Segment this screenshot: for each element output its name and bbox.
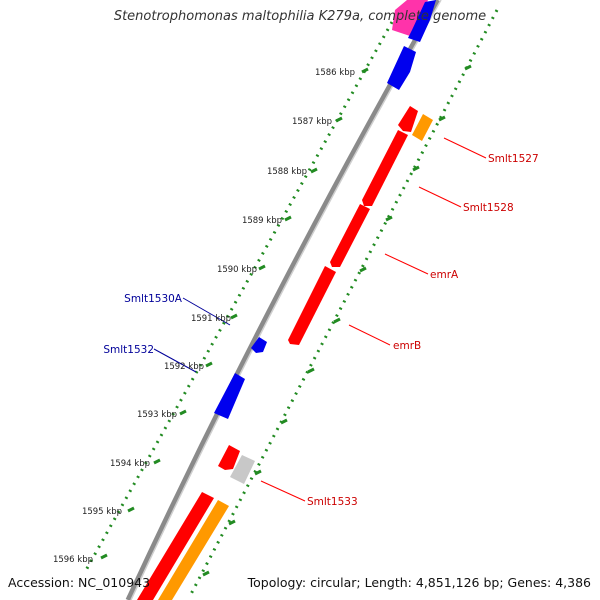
gene-label-emrB[interactable]: emrB	[393, 340, 421, 352]
gene-label-emrA[interactable]: emrA	[430, 269, 459, 281]
tick-label: 1595 kbp	[82, 507, 122, 517]
tick-label: 1589 kbp	[242, 216, 282, 226]
gene-smlt1528[interactable]	[362, 130, 408, 206]
gene-emrA[interactable]	[330, 204, 370, 267]
tick-label: 1596 kbp	[53, 555, 93, 565]
blue-leader-lines	[153, 297, 231, 373]
gene-orange-1587[interactable]	[412, 114, 433, 141]
tick-label: 1592 kbp	[164, 362, 204, 372]
gene-smlt1530A[interactable]	[251, 337, 267, 353]
gene-smlt1532[interactable]	[214, 373, 245, 419]
gene-label-smlt1532[interactable]: Smlt1532	[103, 344, 154, 356]
kbp-tick-marks	[100, 67, 369, 560]
gene-label-smlt1528[interactable]: Smlt1528	[463, 202, 514, 214]
tick-label: 1594 kbp	[110, 459, 150, 469]
gene-smlt1533[interactable]	[230, 455, 255, 484]
tick-label: 1586 kbp	[315, 68, 355, 78]
gene-emrB[interactable]	[288, 266, 336, 345]
tick-label: 1593 kbp	[137, 410, 177, 420]
gene-label-smlt1533[interactable]: Smlt1533	[307, 496, 358, 508]
gene-label-smlt1530A[interactable]: Smlt1530A	[124, 293, 183, 305]
accession-text: Accession: NC_010943	[8, 575, 151, 590]
tick-label: 1588 kbp	[267, 167, 307, 177]
map-title: Stenotrophomonas maltophilia K279a, comp…	[113, 9, 487, 24]
gene-smlt1527-red[interactable]	[398, 106, 418, 132]
gene-blue-1586[interactable]	[387, 46, 416, 90]
gene-red-1594[interactable]	[218, 445, 240, 470]
tick-label: 1587 kbp	[292, 117, 332, 127]
gene-orange-bottom[interactable]	[158, 500, 229, 600]
tick-label: 1590 kbp	[217, 265, 257, 275]
inner-tick-marks	[202, 64, 472, 577]
red-leader-lines	[260, 137, 487, 502]
gene-blue-top[interactable]	[408, 0, 436, 42]
gene-pink-top[interactable]	[392, 0, 428, 36]
topology-text: Topology: circular; Length: 4,851,126 bp…	[247, 575, 591, 590]
gene-label-smlt1527[interactable]: Smlt1527	[488, 153, 539, 165]
gene-red-bottom[interactable]	[137, 492, 214, 600]
outer-tick-track	[83, 21, 394, 573]
tick-label: 1591 kbp	[191, 314, 231, 324]
